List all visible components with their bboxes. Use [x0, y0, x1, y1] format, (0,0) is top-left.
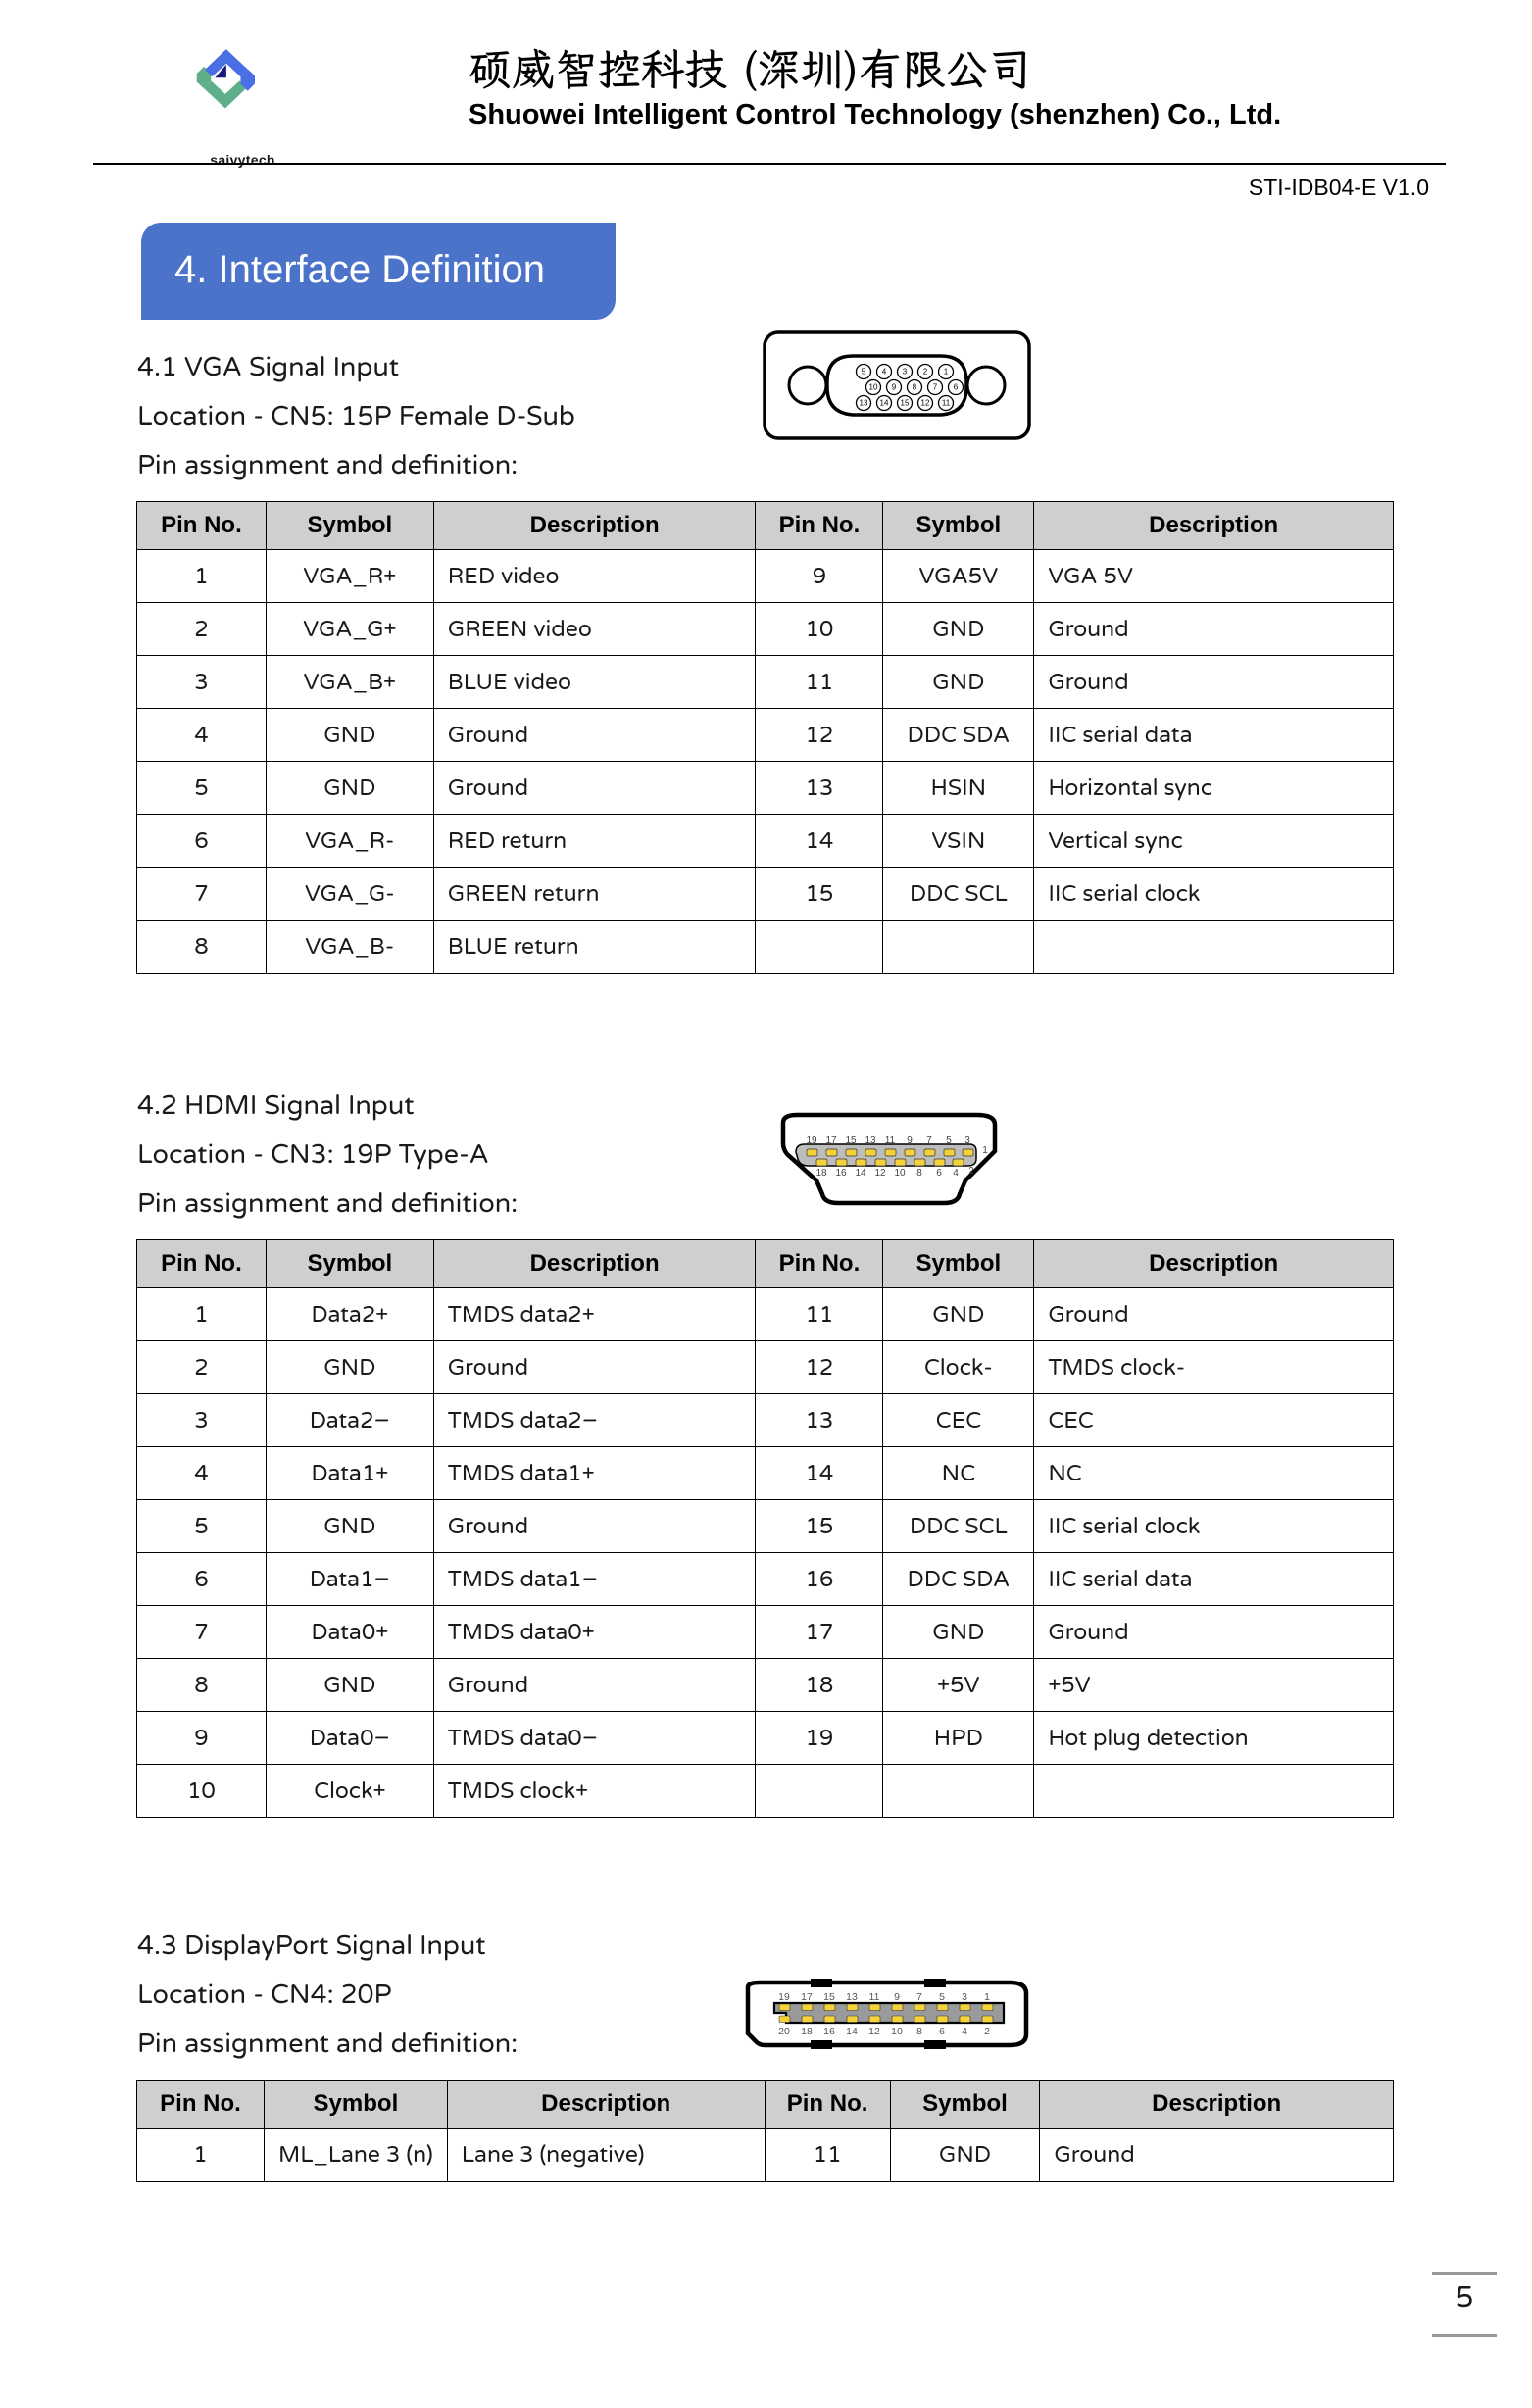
svg-text:8: 8: [913, 383, 917, 392]
svg-text:7: 7: [916, 1991, 922, 2003]
svg-text:12: 12: [874, 1168, 886, 1179]
svg-text:7: 7: [933, 383, 938, 392]
svg-text:10: 10: [869, 383, 878, 392]
svg-text:9: 9: [894, 1991, 900, 2003]
svg-text:4: 4: [953, 1168, 959, 1179]
svg-text:14: 14: [855, 1168, 866, 1179]
svg-text:19: 19: [806, 1135, 817, 1146]
svg-text:6: 6: [954, 383, 959, 392]
svg-text:3: 3: [962, 1991, 967, 2003]
svg-text:5: 5: [939, 1991, 945, 2003]
svg-text:11: 11: [885, 1135, 896, 1146]
svg-text:17: 17: [825, 1135, 837, 1146]
svg-text:20: 20: [778, 2026, 790, 2037]
svg-text:2: 2: [984, 2026, 990, 2037]
svg-text:14: 14: [846, 2026, 858, 2037]
svg-text:12: 12: [921, 399, 930, 408]
svg-text:5: 5: [862, 368, 866, 376]
svg-text:15: 15: [823, 1991, 835, 2003]
svg-text:18: 18: [815, 1168, 827, 1179]
svg-text:18: 18: [801, 2026, 813, 2037]
svg-text:1: 1: [944, 368, 949, 376]
svg-text:5: 5: [946, 1135, 952, 1146]
svg-text:1: 1: [982, 1145, 988, 1156]
svg-text:10: 10: [891, 2026, 903, 2037]
svg-text:9: 9: [892, 383, 897, 392]
svg-text:11: 11: [869, 1991, 880, 2003]
svg-text:7: 7: [926, 1135, 932, 1146]
svg-text:15: 15: [845, 1135, 857, 1146]
svg-text:3: 3: [903, 368, 908, 376]
svg-text:8: 8: [916, 2026, 922, 2037]
svg-text:4: 4: [882, 368, 887, 376]
svg-text:10: 10: [894, 1168, 906, 1179]
svg-text:13: 13: [846, 1991, 858, 2003]
svg-text:13: 13: [865, 1135, 876, 1146]
svg-text:8: 8: [916, 1168, 922, 1179]
svg-text:14: 14: [880, 399, 889, 408]
svg-text:4: 4: [962, 2026, 967, 2037]
svg-text:9: 9: [907, 1135, 913, 1146]
svg-text:3: 3: [964, 1135, 970, 1146]
svg-text:12: 12: [868, 2026, 880, 2037]
svg-text:6: 6: [936, 1168, 942, 1179]
svg-text:16: 16: [823, 2026, 835, 2037]
svg-text:1: 1: [984, 1991, 990, 2003]
svg-text:16: 16: [835, 1168, 847, 1179]
svg-text:17: 17: [801, 1991, 813, 2003]
svg-text:2: 2: [968, 1166, 974, 1177]
svg-text:19: 19: [778, 1991, 790, 2003]
svg-text:2: 2: [923, 368, 928, 376]
svg-text:13: 13: [860, 399, 868, 408]
svg-text:15: 15: [901, 399, 910, 408]
svg-text:6: 6: [939, 2026, 945, 2037]
svg-text:11: 11: [942, 399, 951, 408]
